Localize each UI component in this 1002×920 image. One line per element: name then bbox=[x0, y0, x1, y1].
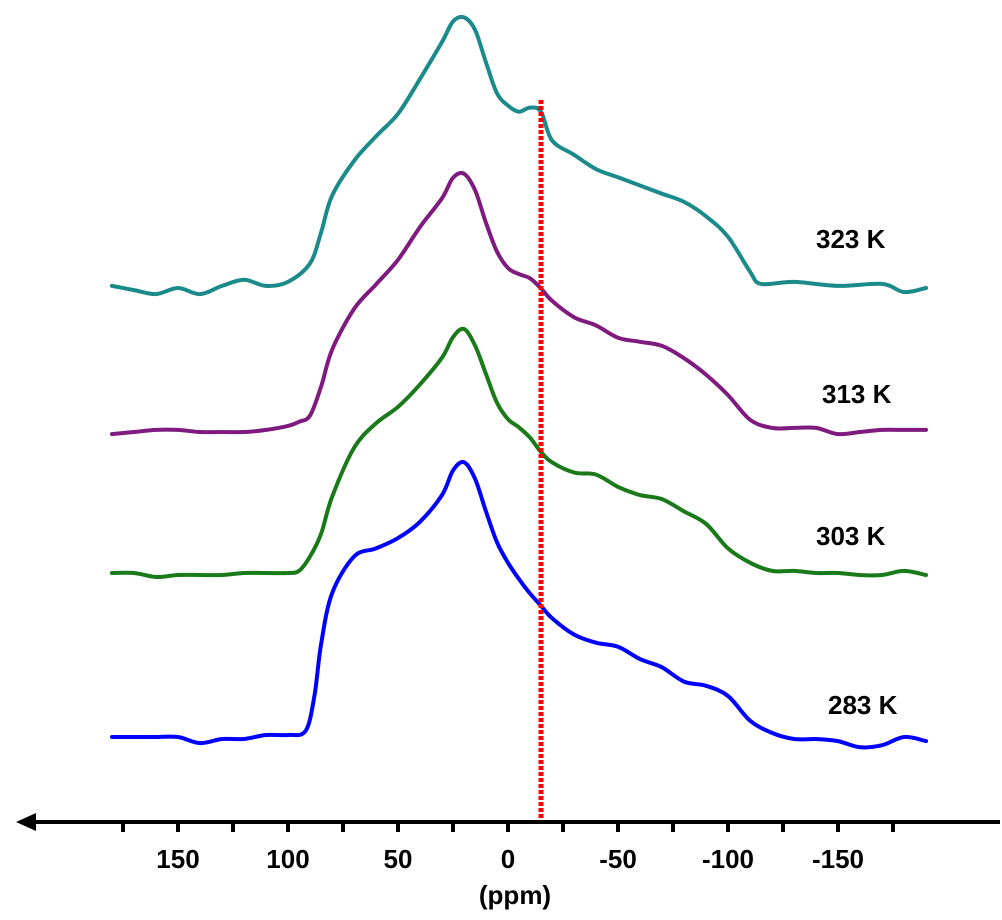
series-line-313-k bbox=[110, 170, 928, 437]
x-axis-arrow-icon bbox=[16, 813, 36, 831]
series-label-313-k: 313 K bbox=[822, 379, 892, 409]
x-tick-label: 150 bbox=[156, 844, 199, 874]
series-line-323-k bbox=[110, 14, 928, 297]
series-label-323-k: 323 K bbox=[816, 224, 886, 254]
series-layer bbox=[110, 14, 928, 750]
x-tick-label: 100 bbox=[266, 844, 309, 874]
x-tick-label: -150 bbox=[812, 844, 864, 874]
series-line-283-k bbox=[110, 460, 928, 750]
x-tick-label: 0 bbox=[501, 844, 515, 874]
x-axis-title: (ppm) bbox=[479, 880, 551, 910]
x-tick-label: -100 bbox=[702, 844, 754, 874]
series-line-303-k bbox=[110, 326, 928, 580]
x-axis: 150 100 50 0 -50 -100 -150 bbox=[16, 813, 1000, 874]
x-tick-label: -50 bbox=[599, 844, 637, 874]
x-tick-label: 50 bbox=[384, 844, 413, 874]
series-label-303-k: 303 K bbox=[816, 521, 886, 551]
x-axis-tick-labels: 150 100 50 0 -50 -100 -150 bbox=[156, 844, 864, 874]
series-label-283-k: 283 K bbox=[828, 690, 898, 720]
series-labels: 323 K 313 K 303 K 283 K bbox=[816, 224, 898, 720]
x-axis-ticks bbox=[121, 822, 895, 832]
